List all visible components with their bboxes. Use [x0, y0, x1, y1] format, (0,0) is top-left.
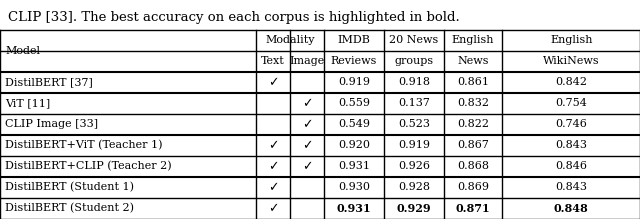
- Text: 0.869: 0.869: [457, 182, 489, 193]
- Text: ✓: ✓: [268, 76, 278, 89]
- Text: ✓: ✓: [301, 139, 312, 152]
- Text: 0.848: 0.848: [554, 203, 589, 214]
- Text: DistilBERT+CLIP (Teacher 2): DistilBERT+CLIP (Teacher 2): [5, 161, 172, 171]
- Text: 0.846: 0.846: [556, 161, 588, 171]
- Text: 0.930: 0.930: [338, 182, 370, 193]
- Text: English: English: [550, 35, 593, 45]
- Text: 0.843: 0.843: [556, 140, 588, 150]
- Text: CLIP [33]. The best accuracy on each corpus is highlighted in bold.: CLIP [33]. The best accuracy on each cor…: [8, 11, 460, 24]
- Text: 0.931: 0.931: [337, 203, 371, 214]
- Text: DistilBERT [37]: DistilBERT [37]: [5, 77, 93, 87]
- Text: Model: Model: [5, 46, 40, 56]
- Text: groups: groups: [394, 56, 433, 66]
- Text: 0.559: 0.559: [338, 98, 370, 108]
- Text: ✓: ✓: [268, 160, 278, 173]
- Text: News: News: [457, 56, 489, 66]
- Text: IMDB: IMDB: [337, 35, 371, 45]
- Text: 0.867: 0.867: [457, 140, 489, 150]
- Text: DistilBERT (Student 1): DistilBERT (Student 1): [5, 182, 134, 193]
- Text: 0.926: 0.926: [398, 161, 430, 171]
- Text: ✓: ✓: [301, 97, 312, 110]
- Text: Modality: Modality: [265, 35, 315, 45]
- Text: 0.746: 0.746: [556, 119, 587, 129]
- Text: DistilBERT+ViT (Teacher 1): DistilBERT+ViT (Teacher 1): [5, 140, 163, 150]
- Text: 0.918: 0.918: [398, 77, 430, 87]
- Text: ✓: ✓: [301, 160, 312, 173]
- Text: 0.842: 0.842: [556, 77, 588, 87]
- Text: ✓: ✓: [268, 181, 278, 194]
- Text: 0.929: 0.929: [396, 203, 431, 214]
- Text: 20 News: 20 News: [389, 35, 438, 45]
- Text: 0.868: 0.868: [457, 161, 489, 171]
- Text: ✓: ✓: [268, 202, 278, 215]
- Text: English: English: [452, 35, 494, 45]
- Text: ✓: ✓: [301, 118, 312, 131]
- Text: 0.549: 0.549: [338, 119, 370, 129]
- Text: Reviews: Reviews: [331, 56, 377, 66]
- Text: 0.928: 0.928: [398, 182, 430, 193]
- Text: DistilBERT (Student 2): DistilBERT (Student 2): [5, 203, 134, 214]
- Text: Text: Text: [261, 56, 285, 66]
- Text: 0.931: 0.931: [338, 161, 370, 171]
- Text: CLIP Image [33]: CLIP Image [33]: [5, 119, 99, 129]
- Text: 0.754: 0.754: [556, 98, 587, 108]
- Text: 0.871: 0.871: [456, 203, 490, 214]
- Text: ViT [11]: ViT [11]: [5, 98, 51, 108]
- Text: 0.523: 0.523: [398, 119, 430, 129]
- Text: 0.920: 0.920: [338, 140, 370, 150]
- Text: 0.919: 0.919: [398, 140, 430, 150]
- Text: Image: Image: [289, 56, 324, 66]
- Text: 0.822: 0.822: [457, 119, 489, 129]
- Text: ✓: ✓: [268, 139, 278, 152]
- Text: 0.843: 0.843: [556, 182, 588, 193]
- Text: WikiNews: WikiNews: [543, 56, 600, 66]
- Text: 0.861: 0.861: [457, 77, 489, 87]
- Text: 0.919: 0.919: [338, 77, 370, 87]
- Text: 0.832: 0.832: [457, 98, 489, 108]
- Text: 0.137: 0.137: [398, 98, 429, 108]
